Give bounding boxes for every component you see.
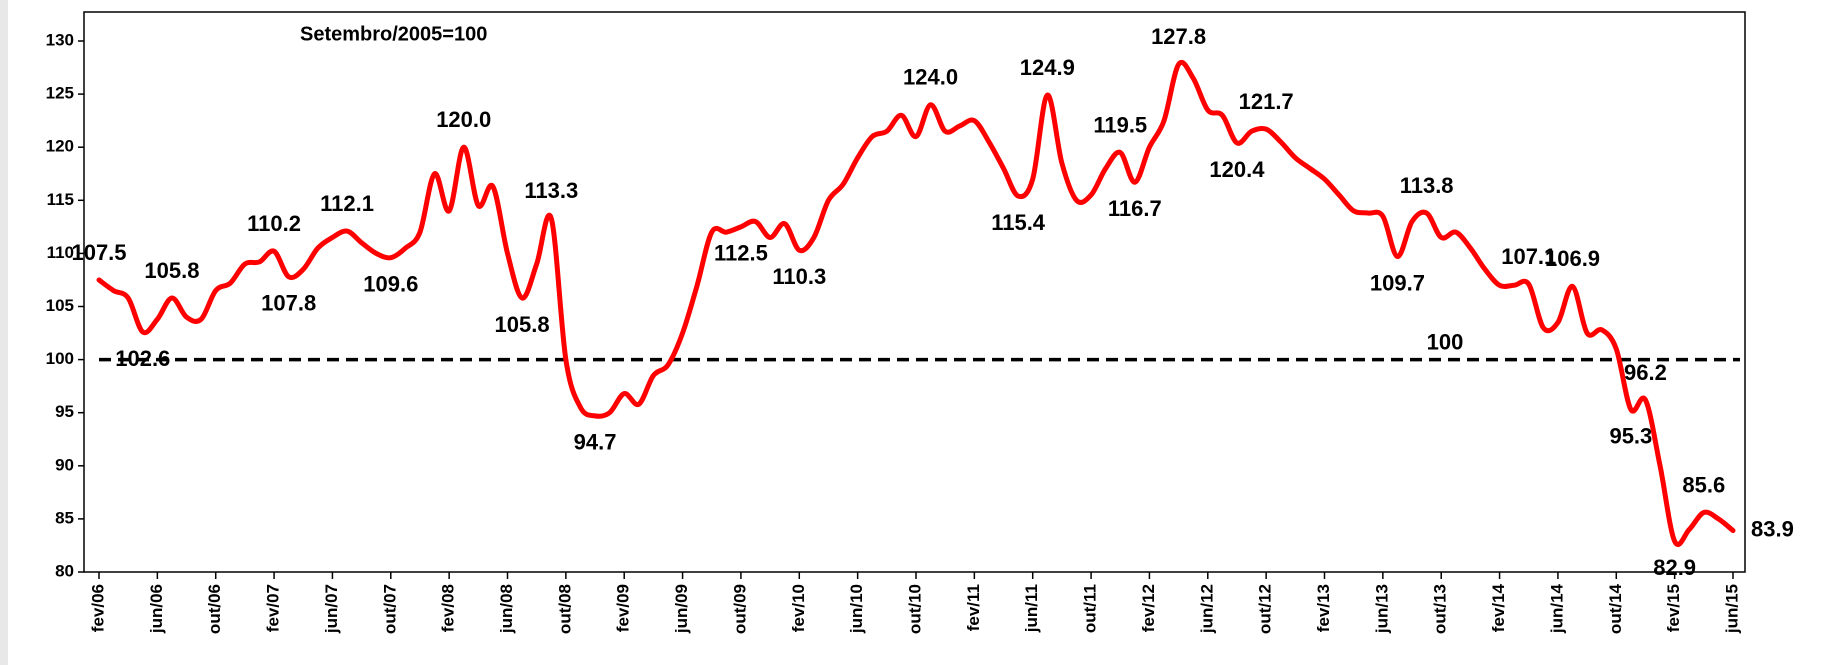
data-label: 112.5 [714, 241, 768, 266]
data-label: 124.9 [1020, 55, 1075, 80]
x-tick-label: fev/10 [789, 584, 808, 632]
data-label: 112.1 [320, 191, 374, 216]
subtitle: Setembro/2005=100 [300, 23, 487, 45]
data-label: 102.6 [115, 346, 170, 371]
x-tick-label: jun/11 [1022, 584, 1041, 633]
data-label: 107.8 [261, 291, 316, 316]
x-tick-label: out/13 [1431, 584, 1450, 634]
data-label: 94.7 [574, 430, 617, 455]
left-edge [0, 0, 8, 665]
data-label: 113.8 [1400, 173, 1454, 198]
x-tick-label: fev/15 [1664, 584, 1683, 632]
data-label: 83.9 [1751, 516, 1794, 541]
data-label: 127.8 [1151, 24, 1206, 49]
y-tick-label: 85 [55, 508, 74, 527]
x-tick-label: out/09 [730, 584, 749, 634]
data-label: 82.9 [1653, 555, 1696, 580]
data-label: 107.1 [1501, 244, 1556, 269]
y-tick-label: 120 [46, 137, 74, 156]
y-tick-label: 95 [55, 402, 74, 421]
data-label: 85.6 [1682, 472, 1725, 497]
data-label: 96.2 [1624, 360, 1667, 385]
data-label: 109.6 [363, 271, 418, 296]
data-label: 116.7 [1108, 196, 1162, 221]
data-label: 110.2 [247, 211, 301, 236]
y-tick-label: 80 [55, 561, 74, 580]
x-tick-label: jun/10 [847, 584, 866, 634]
x-tick-label: fev/13 [1314, 584, 1333, 632]
x-tick-label: fev/09 [614, 584, 633, 632]
data-label: 109.7 [1370, 270, 1425, 295]
y-tick-label: 100 [46, 349, 74, 368]
x-tick-label: fev/08 [439, 584, 458, 632]
plot-frame [83, 11, 1746, 573]
data-label: 110.3 [772, 264, 826, 289]
line-series [96, 59, 1736, 548]
data-label: 107.5 [71, 240, 126, 265]
data-label: 119.5 [1093, 112, 1147, 137]
x-tick-label: jun/13 [1372, 584, 1391, 634]
data-label: 124.0 [903, 65, 958, 90]
x-tick-label: out/11 [1081, 584, 1100, 633]
x-tick-label: fev/11 [964, 584, 983, 631]
data-label: 121.7 [1239, 89, 1294, 114]
x-tick-label: jun/12 [1197, 584, 1216, 634]
x-tick-label: fev/12 [1139, 584, 1158, 632]
data-label: 113.3 [524, 178, 578, 203]
x-tick-label: jun/09 [672, 584, 691, 634]
data-label: 115.4 [991, 210, 1046, 235]
y-tick-label: 90 [55, 455, 74, 474]
x-tick-label: fev/06 [88, 584, 107, 632]
data-label: 95.3 [1609, 423, 1652, 448]
x-tick-label: jun/06 [147, 584, 166, 634]
x-tick-label: fev/07 [264, 584, 283, 632]
data-label: 120.0 [436, 107, 491, 132]
data-label: 120.4 [1209, 157, 1265, 182]
y-tick-label: 130 [46, 30, 74, 49]
data-label: 106.9 [1545, 246, 1600, 271]
y-tick-label: 105 [46, 296, 74, 315]
x-tick-label: jun/08 [497, 584, 516, 634]
data-label: 105.8 [144, 258, 199, 283]
x-tick-label: jun/14 [1547, 583, 1566, 634]
data-label: 105.8 [495, 312, 550, 337]
x-tick-label: out/12 [1256, 584, 1275, 634]
x-tick-label: out/06 [205, 584, 224, 634]
y-tick-label: 115 [47, 190, 74, 209]
y-tick-label: 110 [47, 243, 74, 262]
x-tick-label: out/14 [1606, 583, 1625, 634]
x-tick-label: jun/15 [1722, 584, 1741, 634]
x-tick-label: out/10 [905, 584, 924, 634]
x-tick-label: jun/07 [322, 584, 341, 634]
x-tick-label: fev/14 [1489, 583, 1508, 632]
reference-label: 100 [1427, 329, 1464, 354]
y-tick-label: 125 [46, 84, 74, 103]
x-tick-label: out/08 [555, 584, 574, 634]
x-tick-label: out/07 [380, 584, 399, 634]
